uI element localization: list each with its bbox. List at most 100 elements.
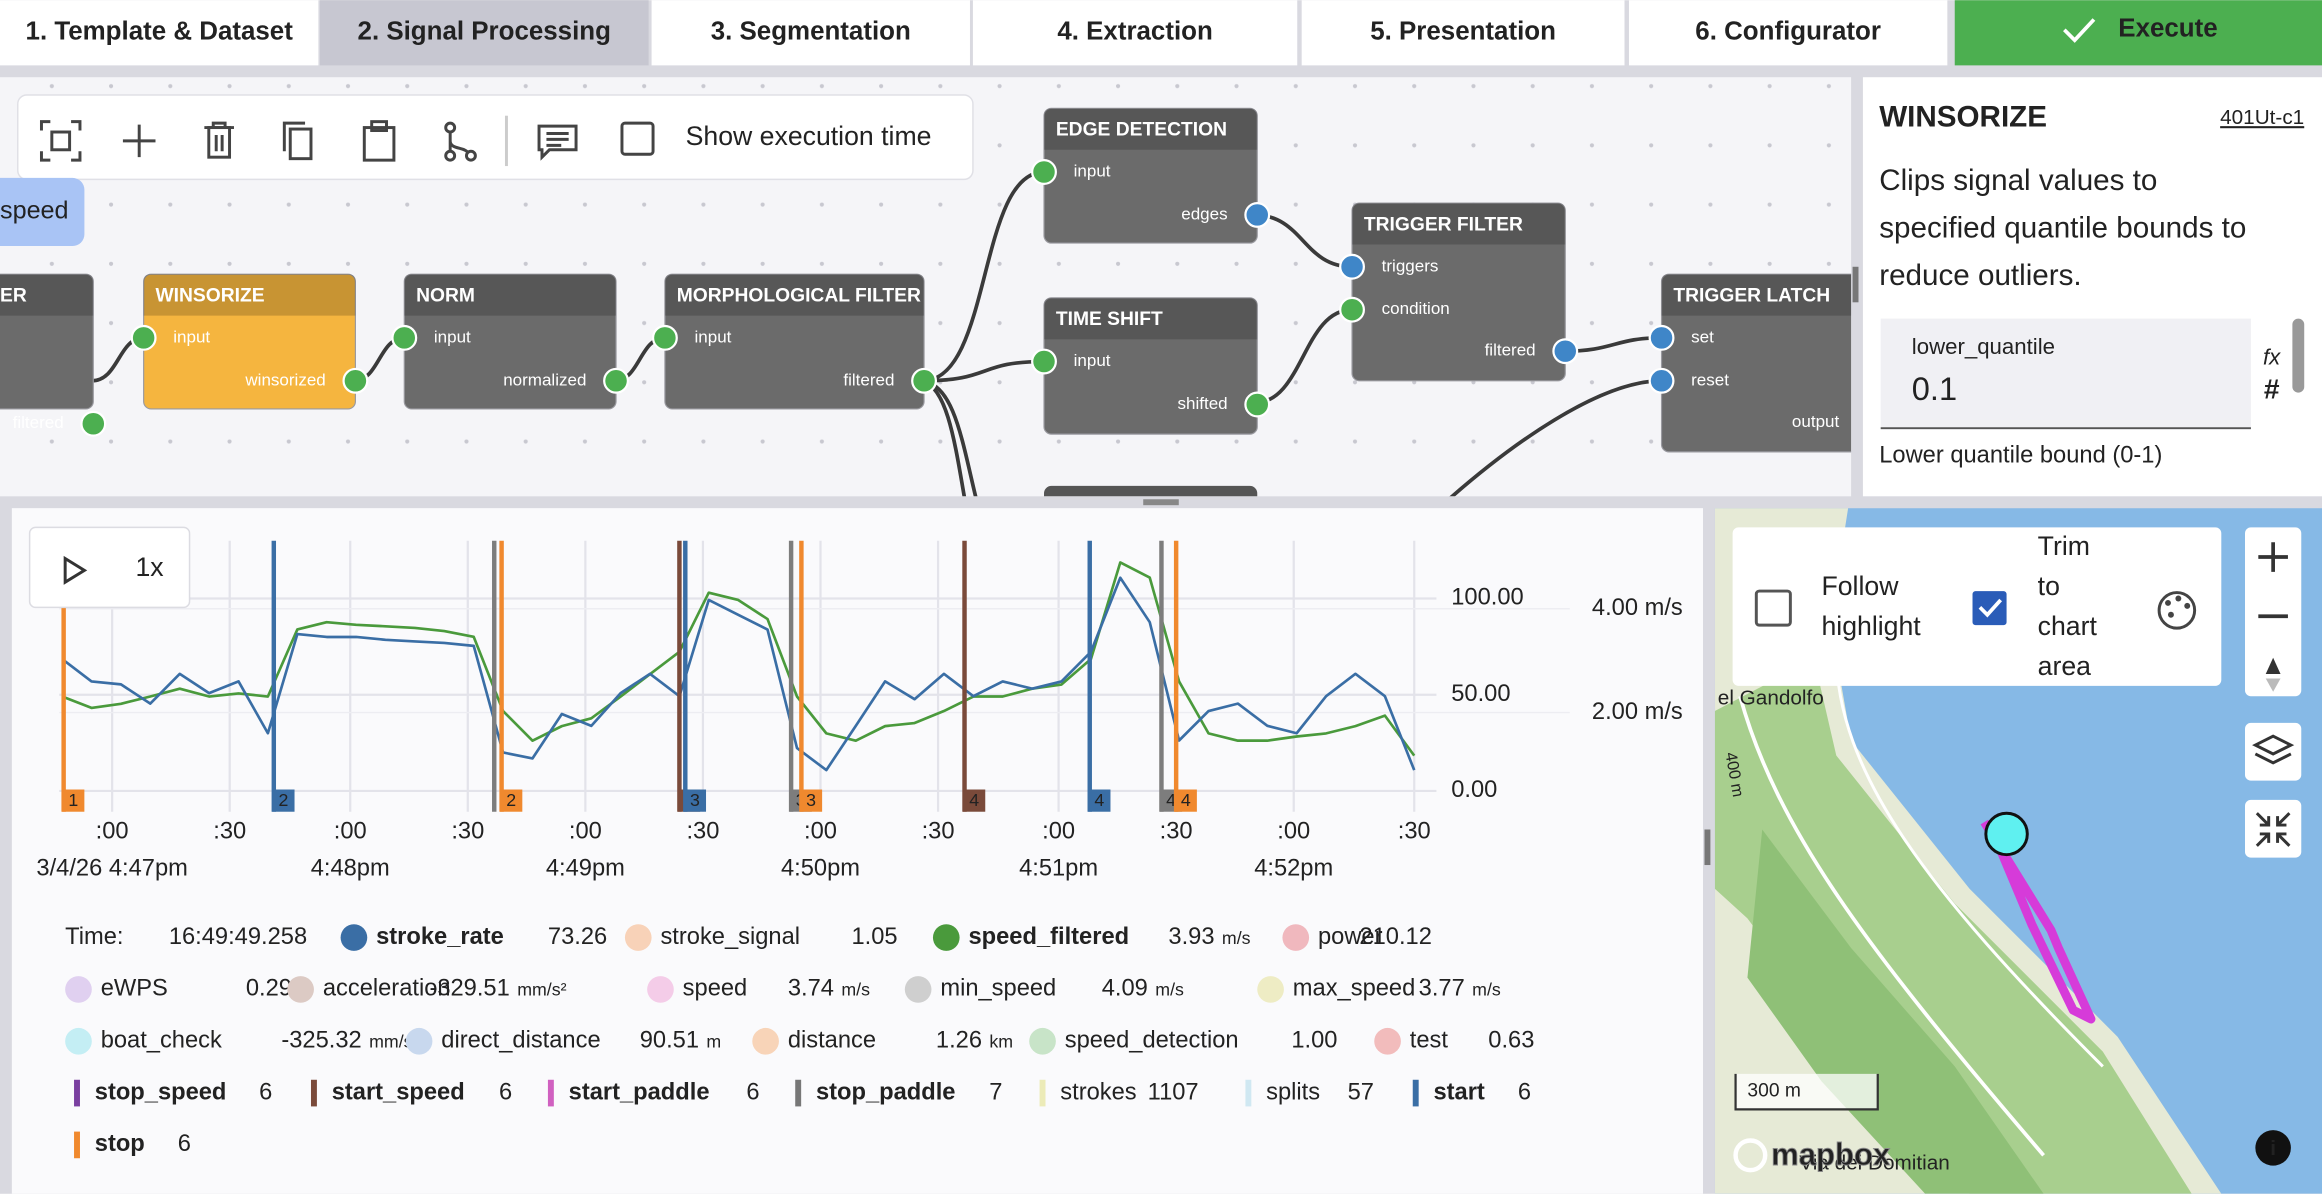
compass[interactable] <box>2265 678 2281 692</box>
output-port[interactable] <box>1244 201 1271 228</box>
scrollbar[interactable] <box>2292 318 2305 393</box>
tab[interactable] <box>972 0 1298 66</box>
collapse-button[interactable] <box>2244 799 2302 858</box>
info-button[interactable] <box>2255 1130 2291 1166</box>
node[interactable]: NORM input normalized <box>391 273 629 410</box>
resize-handle[interactable] <box>1143 499 1179 506</box>
resize-handle[interactable] <box>1704 829 1711 866</box>
follow-checkbox[interactable] <box>1754 589 1792 627</box>
legend-item[interactable]: speed_detection 1.00 <box>1029 1028 1337 1055</box>
output-port[interactable] <box>80 410 107 437</box>
legend-item[interactable]: eWPS 0.29 <box>65 976 292 1003</box>
node[interactable]: ER filtered <box>0 273 107 437</box>
input-port[interactable] <box>1339 296 1365 323</box>
param-field[interactable] <box>1880 318 2251 430</box>
legend-item[interactable]: speed_filtered 3.93 m/s <box>932 924 1251 951</box>
play-button[interactable] <box>63 555 88 585</box>
legend-dot <box>1029 1027 1056 1055</box>
x-tick-label: :30 <box>686 819 719 845</box>
legend-unit: mm/s² <box>517 980 566 1000</box>
tab[interactable] <box>0 0 319 66</box>
panel-id: 401Ut-c1 <box>2220 106 2304 129</box>
output-port[interactable] <box>342 367 369 394</box>
checkbox[interactable] <box>620 121 655 156</box>
legend-item[interactable]: stroke_rate 73.26 <box>340 924 608 951</box>
number-icon[interactable]: # <box>2264 374 2280 405</box>
port-label: filtered <box>1485 341 1536 360</box>
legend-item[interactable]: max_speed 3.77 m/s <box>1257 976 1501 1003</box>
input-port[interactable] <box>391 324 418 351</box>
legend-item[interactable]: start 6 <box>1412 1079 1531 1107</box>
node[interactable]: EDGE DETECTION input edges <box>1031 107 1271 244</box>
tab[interactable] <box>651 0 970 66</box>
input-port[interactable] <box>1339 253 1365 280</box>
legend-item[interactable]: start_speed 6 <box>310 1079 512 1107</box>
input-port[interactable] <box>1648 367 1675 394</box>
position-marker <box>1984 811 2029 857</box>
legend-item[interactable]: start_paddle 6 <box>547 1079 760 1107</box>
legend-item[interactable]: speed 3.74 m/s <box>647 976 870 1003</box>
node[interactable]: TIME SHIFT input shifted <box>1031 297 1271 435</box>
legend-bar <box>1245 1079 1252 1107</box>
legend-item[interactable]: distance 1.26 km <box>752 1028 1013 1055</box>
node[interactable]: MORPHOLOGICAL FILTER input filtered <box>651 273 938 410</box>
legend-name: start_paddle <box>569 1079 710 1105</box>
output-port[interactable] <box>603 367 629 394</box>
event-label: 3 <box>806 790 816 810</box>
tab[interactable] <box>1628 0 1948 66</box>
mapbox-logo[interactable]: mapbox <box>1771 1137 1892 1173</box>
edges <box>91 170 1662 497</box>
resize-handle[interactable] <box>1852 266 1859 303</box>
comment-button[interactable] <box>537 124 578 161</box>
legend-item[interactable]: strokes 1107 <box>1039 1079 1199 1107</box>
node[interactable]: TRIGGER FILTER triggers condition filtered <box>1339 202 1579 382</box>
tab[interactable] <box>1954 0 2322 66</box>
zoom-in[interactable] <box>2258 542 2288 572</box>
legend-value: 1.00 <box>1291 1028 1337 1054</box>
tab[interactable] <box>319 0 649 66</box>
legend-item[interactable]: direct_distance 90.51 m <box>405 1028 721 1055</box>
legend-item[interactable]: stop_speed 6 <box>74 1079 272 1107</box>
legend-item[interactable]: stroke_signal 1.05 <box>624 924 898 951</box>
event-label-box <box>1088 789 1111 812</box>
output-port[interactable] <box>1552 338 1579 365</box>
node-partial[interactable] <box>1044 485 1258 507</box>
speed-button[interactable]: 1x <box>135 552 164 582</box>
palette-button[interactable] <box>2157 591 2197 630</box>
tab[interactable] <box>1301 0 1625 66</box>
delete-button[interactable] <box>204 121 234 159</box>
legend-value: 6 <box>178 1131 191 1157</box>
add-button[interactable] <box>122 124 156 158</box>
paste-button[interactable] <box>362 120 396 162</box>
input-port[interactable] <box>651 324 678 351</box>
legend-name: stop <box>95 1131 145 1157</box>
node-header <box>143 274 356 316</box>
legend-item[interactable]: test 0.63 <box>1374 1028 1534 1055</box>
input-port[interactable] <box>1031 159 1057 185</box>
trim-checkbox[interactable] <box>1972 591 2007 626</box>
fit-button[interactable] <box>39 120 82 162</box>
legend-item[interactable]: min_speed 4.09 m/s <box>904 976 1184 1003</box>
legend-item[interactable]: boat_check -325.32 mm/s <box>65 1028 413 1055</box>
output-port[interactable] <box>1244 391 1271 418</box>
copy-button[interactable] <box>282 121 313 161</box>
fx-icon[interactable]: fx <box>2263 344 2281 369</box>
output-port[interactable] <box>911 367 938 394</box>
input-port[interactable] <box>1648 324 1675 351</box>
input-port[interactable] <box>130 324 157 351</box>
legend-item[interactable]: splits 57 <box>1245 1079 1374 1107</box>
node[interactable]: WINSORIZE input winsorized <box>130 273 369 410</box>
input-port[interactable] <box>1031 348 1057 375</box>
legend-item[interactable]: stop_paddle 7 <box>795 1079 1002 1107</box>
event-label: 4 <box>969 790 979 810</box>
branch-button[interactable] <box>444 121 477 162</box>
layers-button[interactable] <box>2244 722 2302 781</box>
node[interactable]: TRIGGER LATCH set reset output <box>1648 273 1881 453</box>
port-label: set <box>1691 327 1714 346</box>
chip[interactable] <box>0 177 85 247</box>
compass[interactable] <box>2265 657 2281 675</box>
legend-name: power <box>1318 924 1383 950</box>
legend-item[interactable]: stop 6 <box>74 1131 191 1159</box>
legend-item[interactable]: acceleration-329.51 mm/s² <box>287 976 567 1003</box>
